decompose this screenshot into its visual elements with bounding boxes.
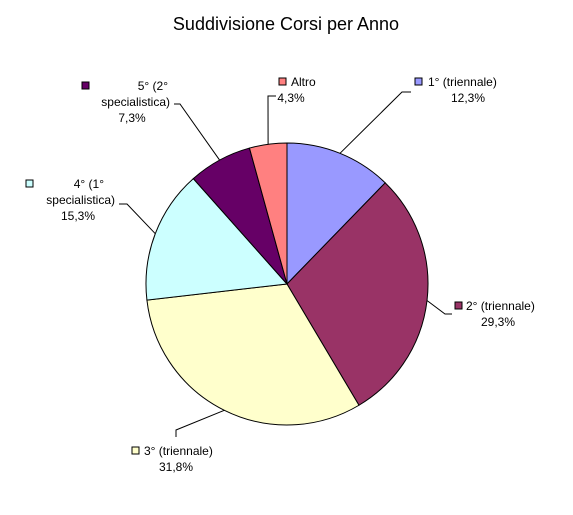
slice-name-label: 5° (2° <box>138 79 168 93</box>
slice-percent-label: 7,3% <box>118 111 146 125</box>
leader-line-4 <box>119 203 156 235</box>
pie-slices <box>145 142 429 426</box>
slice-percent-label: 31,8% <box>159 460 193 474</box>
slice-percent-label: 12,3% <box>451 91 485 105</box>
pie-slice-2 <box>286 182 429 406</box>
leader-line-3 <box>175 409 225 437</box>
leader-line-1 <box>339 91 411 154</box>
slice-name-label: 2° (triennale) <box>466 299 535 313</box>
label-swatch-2 <box>454 301 463 310</box>
slice-name-label: Altro <box>291 75 316 89</box>
leader-line-2 <box>426 300 452 315</box>
chart-title: Suddivisione Corsi per Anno <box>173 14 399 34</box>
leader-line-5 <box>174 103 221 161</box>
pie-slice-3 <box>146 283 360 426</box>
slice-name-label: 1° (triennale) <box>428 75 497 89</box>
pie-slice-1 <box>286 142 386 286</box>
slice-percent-label: 4,3% <box>277 91 305 105</box>
slice-labels: 1° (triennale) 12,3% 2° (triennale) 29,3% 3°… <box>25 75 535 474</box>
slice-name-label: 4° (1° <box>74 177 104 191</box>
slice-name-label: 3° (triennale) <box>144 444 213 458</box>
label-swatch-5 <box>81 81 90 90</box>
slice-name-label: specialistica) <box>46 193 115 207</box>
slice-percent-label: 15,3% <box>61 209 95 223</box>
label-swatch-1 <box>414 77 423 86</box>
label-swatch-6 <box>278 77 287 86</box>
slice-percent-label: 29,3% <box>481 315 515 329</box>
label-swatch-4 <box>25 179 34 188</box>
label-swatch-3 <box>131 446 140 455</box>
leader-line-6 <box>267 95 276 145</box>
slice-name-label: specialistica) <box>101 95 170 109</box>
